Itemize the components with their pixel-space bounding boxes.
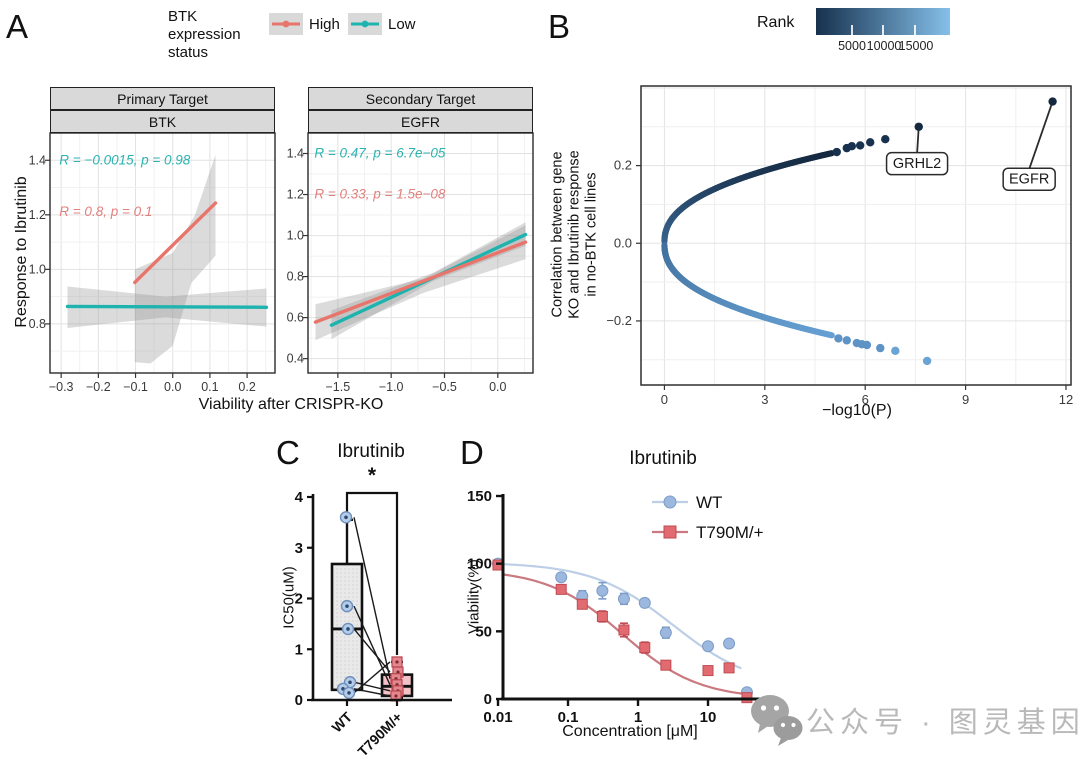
panel-b-ylabel-line3: in no-BTK cell lines (583, 172, 600, 297)
svg-text:1.0: 1.0 (287, 229, 304, 243)
legend-high-label: High (309, 16, 340, 33)
svg-text:0: 0 (661, 392, 668, 407)
svg-text:1.2: 1.2 (29, 208, 46, 222)
svg-text:−0.2: −0.2 (606, 313, 632, 328)
panel-d-label: D (460, 434, 484, 471)
panel-d-plot: 0 50 100 150 0.01 0.1 1 10 (467, 488, 762, 726)
legend-key-glyph (351, 20, 379, 28)
legend-high-key (269, 13, 303, 35)
colorbar-label-10000: 10000 (866, 39, 902, 53)
panel-c-title: Ibrutinib (337, 441, 405, 462)
svg-text:1: 1 (634, 709, 642, 726)
svg-text:0.0: 0.0 (614, 235, 632, 250)
panel-d-ylabel: Viability(%) (465, 559, 483, 634)
panel-a-label: A (6, 8, 29, 45)
legend-low-key (348, 13, 382, 35)
svg-text:0: 0 (484, 691, 492, 708)
svg-text:0.1: 0.1 (558, 709, 579, 726)
svg-text:T790M/+: T790M/+ (354, 709, 405, 760)
svg-text:0: 0 (295, 692, 303, 709)
svg-text:1.2: 1.2 (287, 188, 304, 202)
svg-text:3: 3 (761, 392, 768, 407)
facet-strip-secondary-target: Secondary Target (308, 87, 533, 110)
watermark: 公众号 · 图灵基因 (748, 690, 1080, 750)
legend-t790m-label: T790M/+ (696, 523, 764, 542)
svg-text:0.2: 0.2 (238, 380, 255, 394)
svg-text:−1.5: −1.5 (326, 380, 351, 394)
svg-text:EGFR: EGFR (1009, 172, 1049, 188)
svg-text:100: 100 (467, 556, 492, 573)
svg-text:WT: WT (328, 708, 355, 735)
svg-text:0.0: 0.0 (164, 380, 181, 394)
panel-c-label: C (276, 434, 300, 471)
colorbar-tick (882, 25, 884, 35)
panel-c-plot: 0 1 2 3 4 WT T790M/+ (295, 489, 452, 759)
panel-b-label: B (548, 8, 571, 45)
legend-wt-label: WT (696, 493, 723, 512)
panel-a-facet-egfr: R = 0.47, p = 6.7e−05 R = 0.33, p = 1.5e−… (287, 132, 534, 394)
svg-text:150: 150 (467, 488, 492, 505)
gene-label-egfr: EGFR (1002, 167, 1056, 191)
panel-b-plot: GRHL2 EGFR 0 3 6 9 12 −0.2 0.0 0.2 (606, 85, 1073, 407)
panel-a-facet-btk: R = −0.0015, p = 0.98 R = 0.8, p = 0.1 −0.… (29, 132, 276, 394)
svg-text:6: 6 (862, 392, 869, 407)
svg-text:0.0: 0.0 (489, 380, 506, 394)
svg-text:−1.0: −1.0 (379, 380, 404, 394)
legend-key-glyph (272, 20, 300, 28)
svg-text:R = 0.47, p = 6.7e−05: R = 0.47, p = 6.7e−05 (314, 146, 445, 161)
panel-b-ylabel-line2: KO and Ibrutinib response (566, 150, 583, 319)
svg-text:0.6: 0.6 (287, 311, 304, 325)
significance-star: * (367, 464, 377, 487)
panel-b-ylabel-line1: Correlation between gene (549, 151, 566, 318)
svg-text:9: 9 (962, 392, 969, 407)
rank-colorbar-title: Rank (757, 14, 795, 31)
svg-text:10: 10 (700, 709, 717, 726)
facet-strip-egfr: EGFR (308, 110, 533, 133)
colorbar-tick (851, 25, 853, 35)
svg-text:1.4: 1.4 (287, 147, 304, 161)
legend-low-label: Low (388, 16, 416, 33)
panel-d-xlabel: Concentration [μM] (562, 723, 698, 740)
svg-text:0.8: 0.8 (29, 317, 46, 331)
watermark-text: 公众号 · 图灵基因 (806, 707, 1080, 739)
gene-label-grhl2: GRHL2 (885, 151, 949, 176)
panel-c-ylabel: IC50(uM) (280, 566, 298, 629)
svg-text:R = −0.0015, p = 0.98: R = −0.0015, p = 0.98 (59, 152, 190, 167)
svg-text:1.4: 1.4 (29, 153, 46, 167)
svg-text:−0.5: −0.5 (432, 380, 457, 394)
panel-b-xlabel: −log10(P) (822, 402, 892, 419)
svg-text:−0.1: −0.1 (123, 380, 148, 394)
wechat-icon (751, 695, 803, 746)
svg-text:50: 50 (475, 623, 492, 640)
svg-text:−0.3: −0.3 (49, 380, 74, 394)
svg-text:GRHL2: GRHL2 (893, 156, 941, 172)
rank-colorbar (816, 8, 950, 35)
svg-text:0.1: 0.1 (201, 380, 218, 394)
svg-text:−0.2: −0.2 (86, 380, 111, 394)
svg-text:0.01: 0.01 (483, 709, 512, 726)
svg-text:4: 4 (295, 489, 304, 506)
svg-text:R = 0.8, p = 0.1: R = 0.8, p = 0.1 (59, 204, 152, 219)
facet-strip-primary-target: Primary Target (50, 87, 275, 110)
btk-legend-title: BTK expression status (168, 8, 241, 61)
panel-b-ylabel: Correlation between gene KO and Ibrutini… (550, 85, 601, 385)
svg-text:R = 0.33, p = 1.5e−08: R = 0.33, p = 1.5e−08 (314, 187, 445, 202)
colorbar-label-15000: 15000 (898, 39, 934, 53)
panel-a-xlabel: Viability after CRISPR-KO (198, 396, 384, 413)
svg-text:0.2: 0.2 (614, 158, 632, 173)
colorbar-label-5000: 5000 (838, 39, 866, 53)
panel-a-ylabel: Response to Ibrutinib (13, 176, 30, 328)
svg-text:0.8: 0.8 (287, 270, 304, 284)
svg-text:2: 2 (295, 591, 303, 608)
svg-text:0.4: 0.4 (287, 352, 304, 366)
facet-strip-btk: BTK (50, 110, 275, 133)
svg-text:12: 12 (1059, 392, 1073, 407)
panel-d-title: Ibrutinib (629, 448, 697, 469)
svg-text:1: 1 (295, 641, 303, 658)
svg-text:1.0: 1.0 (29, 262, 46, 276)
colorbar-tick (914, 25, 916, 35)
svg-text:3: 3 (295, 540, 303, 557)
